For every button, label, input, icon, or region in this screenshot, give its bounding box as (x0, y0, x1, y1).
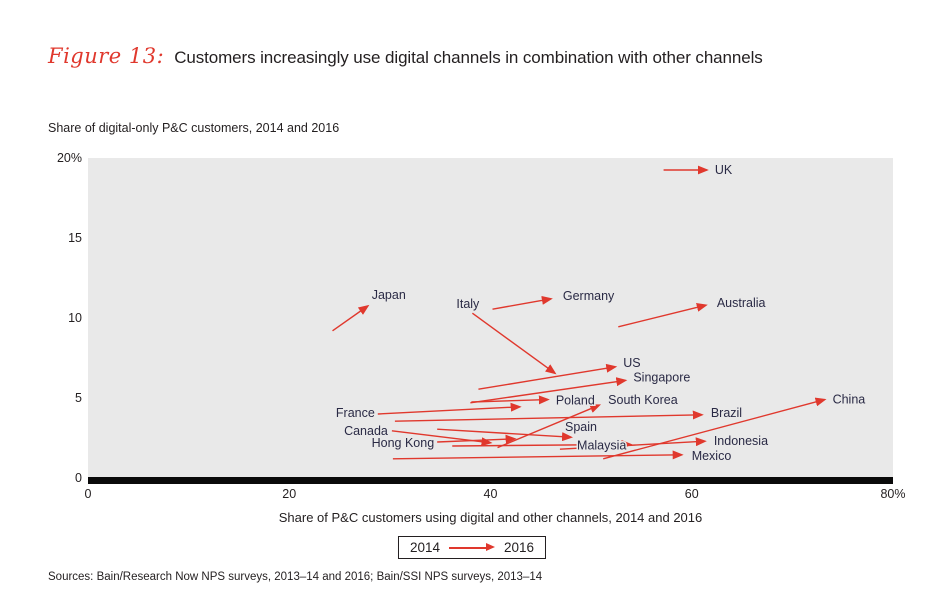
country-label-singapore: Singapore (633, 370, 690, 384)
country-label-poland: Poland (556, 394, 595, 408)
country-label-malaysia: Malaysia (577, 438, 626, 452)
legend-arrow-icon (449, 543, 496, 552)
y-tick-20%: 20% (56, 151, 82, 165)
country-label-spain: Spain (565, 420, 597, 434)
x-tick-20: 20 (282, 487, 297, 501)
country-label-indonesia: Indonesia (714, 434, 768, 448)
legend-to-year: 2016 (504, 540, 535, 555)
plot-area: UK Japan Italy Germany Australia US Singapore P… (88, 158, 893, 478)
y-tick-10: 10 (68, 311, 82, 325)
chart-subtitle: Share of digital-only P&C customers, 201… (48, 121, 340, 135)
figure-header: Figure 13: Customers increasingly use dig… (48, 44, 763, 68)
country-label-uk: UK (715, 163, 733, 177)
figure-number-label: Figure 13: (48, 44, 165, 68)
arrow-us (478, 363, 618, 390)
country-label-china: China (833, 393, 866, 407)
arrow-mexico (392, 450, 684, 460)
arrow-germany (492, 295, 553, 310)
x-axis-bar (88, 477, 893, 484)
country-label-italy: Italy (456, 297, 480, 311)
arrow-poland (471, 395, 550, 405)
x-tick-60: 60 (684, 487, 699, 501)
country-label-germany: Germany (563, 289, 615, 303)
arrow-indonesia (559, 437, 707, 450)
sources-note: Sources: Bain/Research Now NPS surveys, … (48, 571, 543, 583)
y-tick-0: 0 (75, 471, 82, 485)
figure-title: Customers increasingly use digital chann… (174, 48, 763, 67)
arrow-spain (437, 428, 573, 442)
arrow-france (377, 402, 522, 415)
country-label-us: US (623, 356, 640, 370)
arrow-italy (471, 312, 557, 375)
arrow-malaysia (452, 439, 633, 449)
arrow-china (603, 397, 827, 460)
legend: 2014 2016 (397, 536, 547, 559)
y-tick-5: 5 (75, 391, 82, 405)
y-tick-15: 15 (68, 231, 82, 245)
arrow-australia (618, 302, 708, 328)
country-label-hong-kong: Hong Kong (372, 436, 435, 450)
country-label-france: France (336, 406, 375, 420)
country-label-australia: Australia (717, 296, 766, 310)
x-axis-title: Share of P&C customers using digital and… (278, 510, 703, 525)
arrow-singapore (470, 377, 628, 404)
country-label-south-korea: South Korea (608, 393, 678, 407)
x-tick-40: 40 (483, 487, 498, 501)
country-label-brazil: Brazil (711, 406, 742, 420)
country-label-mexico: Mexico (692, 449, 732, 463)
country-label-canada: Canada (344, 424, 388, 438)
country-label-japan: Japan (372, 288, 406, 302)
legend-from-year: 2014 (409, 540, 441, 555)
x-tick-80%: 80% (880, 487, 906, 501)
arrow-hong-kong (437, 434, 517, 444)
arrow-brazil (394, 410, 704, 422)
x-tick-0: 0 (84, 487, 92, 501)
arrow-japan (332, 304, 370, 332)
